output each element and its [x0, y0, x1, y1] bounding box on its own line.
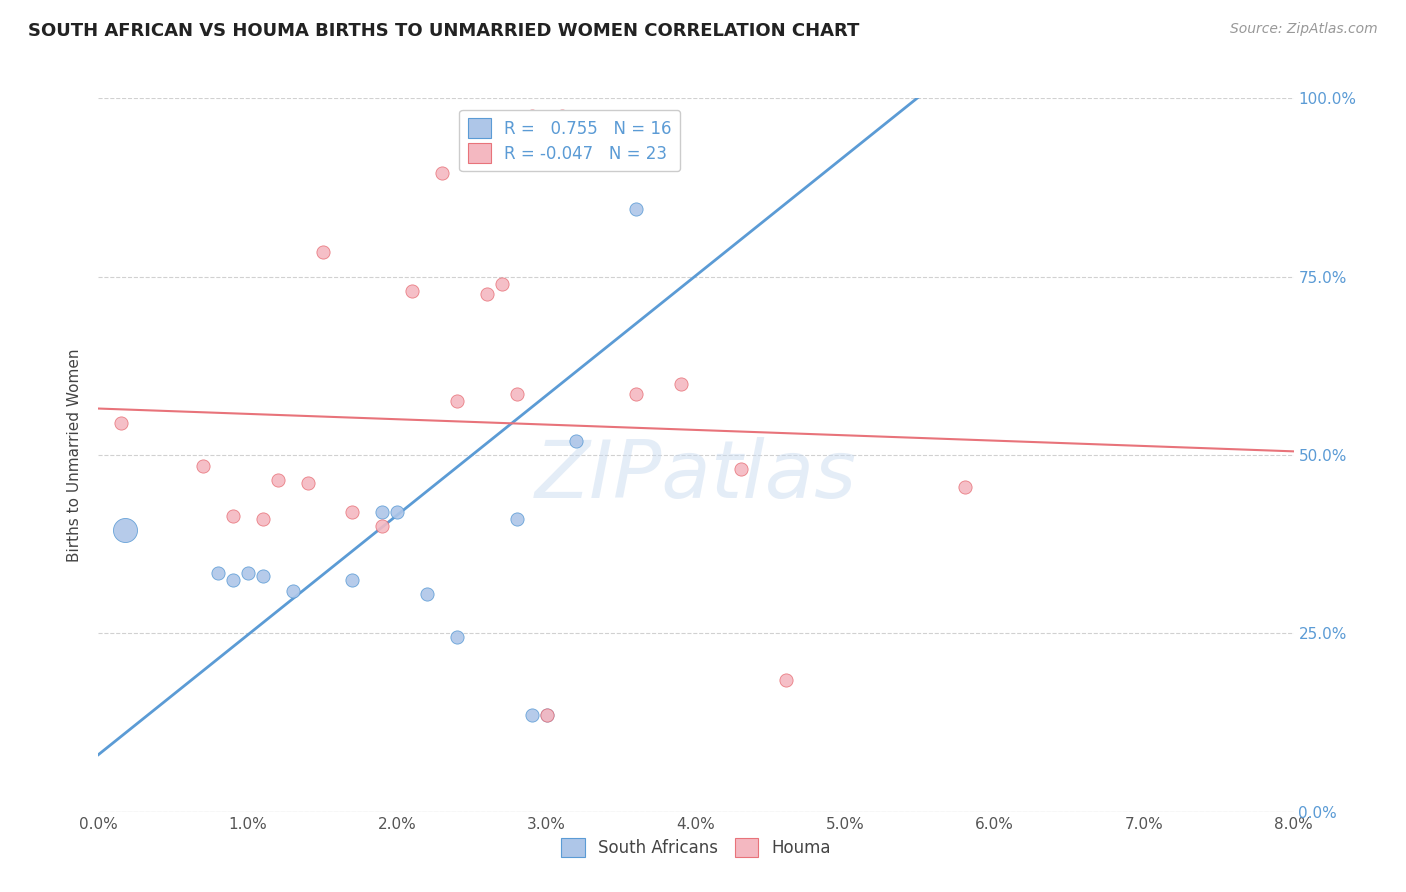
Point — [624, 387, 647, 401]
Point — [207, 566, 229, 580]
Point — [252, 569, 274, 583]
Point — [536, 708, 558, 723]
Point — [624, 202, 647, 216]
Text: SOUTH AFRICAN VS HOUMA BIRTHS TO UNMARRIED WOMEN CORRELATION CHART: SOUTH AFRICAN VS HOUMA BIRTHS TO UNMARRI… — [28, 22, 859, 40]
Point — [446, 394, 468, 409]
Point — [110, 416, 132, 430]
Point — [371, 519, 394, 533]
Point — [416, 587, 439, 601]
Point — [311, 244, 333, 259]
Text: Source: ZipAtlas.com: Source: ZipAtlas.com — [1230, 22, 1378, 37]
Point — [342, 573, 364, 587]
Point — [401, 284, 423, 298]
Point — [475, 287, 498, 301]
Legend: South Africans, Houma: South Africans, Houma — [554, 831, 838, 864]
Point — [953, 480, 976, 494]
Point — [506, 387, 529, 401]
Point — [550, 109, 572, 123]
Point — [236, 566, 259, 580]
Point — [114, 523, 136, 537]
Point — [297, 476, 319, 491]
Y-axis label: Births to Unmarried Women: Births to Unmarried Women — [67, 348, 83, 562]
Point — [536, 708, 558, 723]
Point — [342, 505, 364, 519]
Point — [520, 708, 543, 723]
Point — [491, 277, 513, 291]
Point — [267, 473, 290, 487]
Point — [222, 508, 245, 523]
Point — [565, 434, 588, 448]
Point — [669, 376, 692, 391]
Point — [506, 512, 529, 526]
Point — [385, 505, 409, 519]
Point — [446, 630, 468, 644]
Point — [191, 458, 214, 473]
Point — [222, 573, 245, 587]
Text: ZIPatlas: ZIPatlas — [534, 437, 858, 516]
Point — [252, 512, 274, 526]
Point — [281, 583, 304, 598]
Point — [520, 109, 543, 123]
Point — [371, 505, 394, 519]
Point — [730, 462, 752, 476]
Point — [775, 673, 797, 687]
Point — [430, 166, 453, 180]
